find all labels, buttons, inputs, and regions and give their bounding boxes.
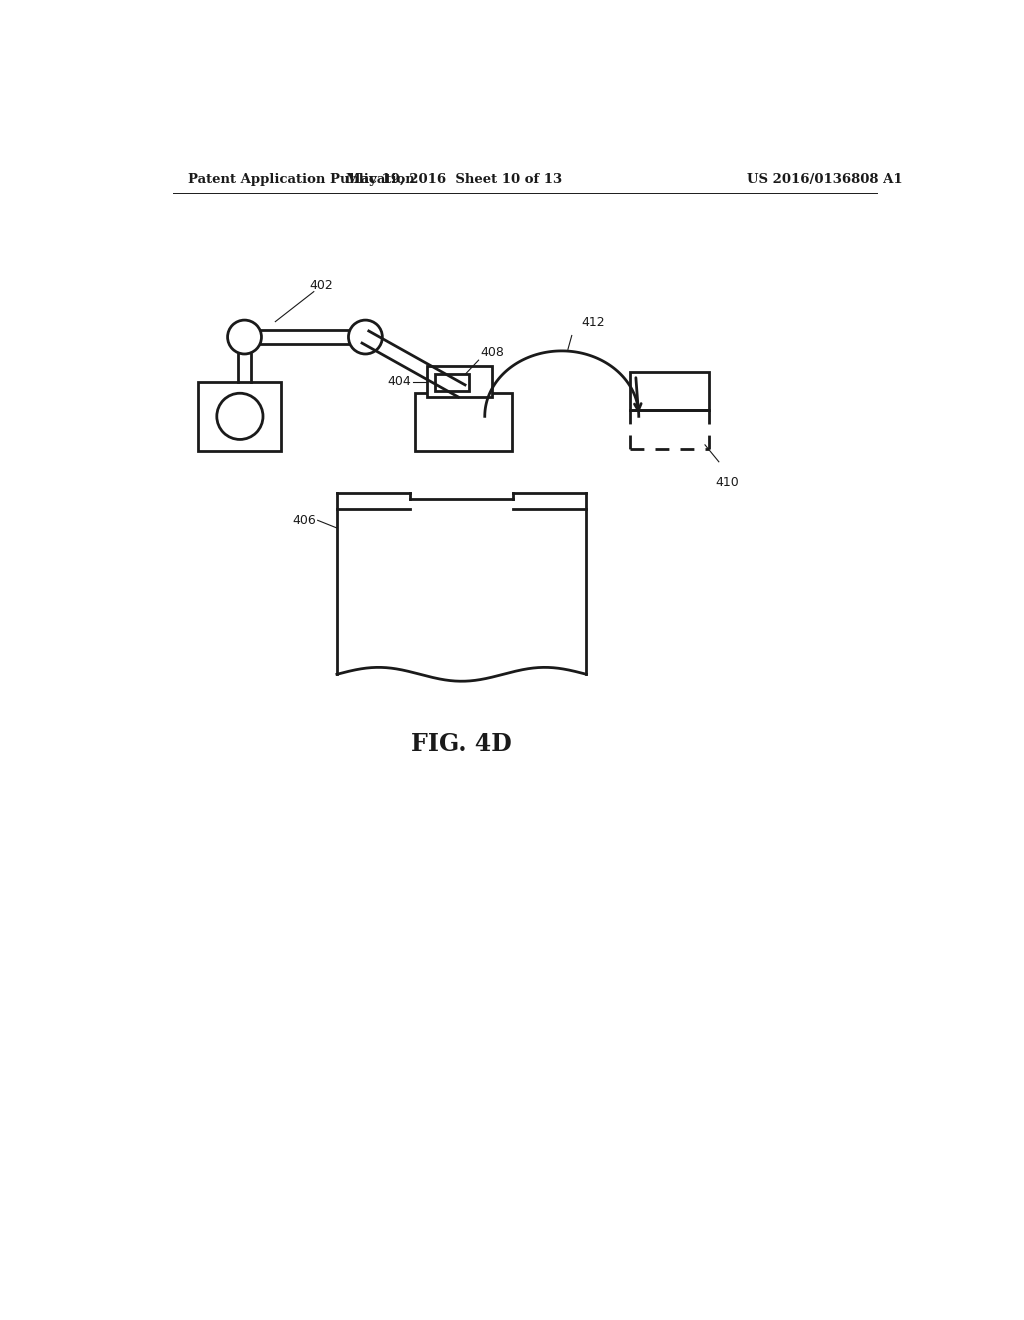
Text: 406: 406	[293, 513, 316, 527]
Text: 402: 402	[309, 279, 334, 292]
Circle shape	[348, 321, 382, 354]
Text: FIG. 4D: FIG. 4D	[412, 731, 512, 755]
Bar	[416, 393, 512, 451]
Bar	[199, 381, 282, 451]
Text: 408: 408	[480, 346, 504, 359]
Text: May 19, 2016  Sheet 10 of 13: May 19, 2016 Sheet 10 of 13	[346, 173, 562, 186]
Text: 404: 404	[388, 375, 412, 388]
Bar	[427, 367, 493, 397]
Text: 412: 412	[581, 317, 604, 330]
Bar	[630, 372, 709, 411]
Bar	[435, 374, 469, 391]
Text: US 2016/0136808 A1: US 2016/0136808 A1	[746, 173, 902, 186]
Circle shape	[227, 321, 261, 354]
Text: 410: 410	[715, 475, 738, 488]
Circle shape	[217, 393, 263, 440]
Text: Patent Application Publication: Patent Application Publication	[188, 173, 415, 186]
